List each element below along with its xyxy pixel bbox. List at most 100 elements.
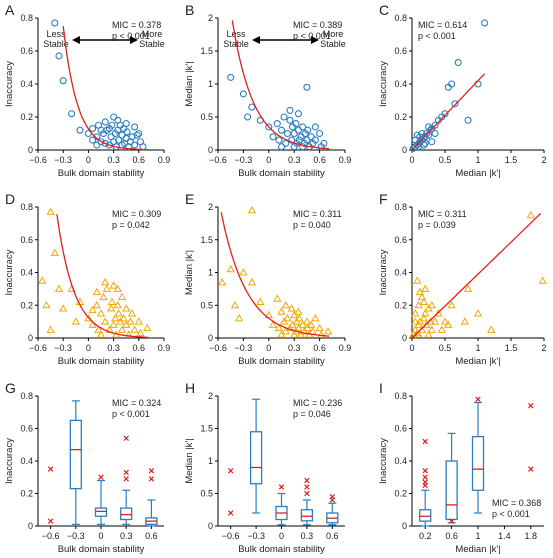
data-point xyxy=(413,276,422,284)
outlier xyxy=(422,468,428,474)
data-point xyxy=(244,113,252,121)
outlier xyxy=(98,474,104,480)
mic-label: MIC = 0.311 xyxy=(293,209,342,219)
outlier xyxy=(47,518,54,524)
data-point xyxy=(430,317,440,325)
data-point xyxy=(117,325,127,333)
p-value-label: p = 0.042 xyxy=(112,220,150,230)
x-tick-label: 0.6 xyxy=(313,343,326,353)
data-point xyxy=(268,320,278,328)
data-point xyxy=(133,131,141,139)
outlier xyxy=(422,482,428,489)
data-point xyxy=(109,320,118,328)
x-tick-label: −0.6 xyxy=(29,155,47,165)
data-point xyxy=(454,58,462,67)
data-point xyxy=(101,118,109,126)
data-point xyxy=(441,110,449,118)
data-point xyxy=(281,300,290,309)
fit-curve xyxy=(231,20,330,150)
p-value-label: p = 0.046 xyxy=(293,409,331,419)
y-tick-label: 1.5 xyxy=(200,46,213,56)
data-point xyxy=(269,133,277,141)
box xyxy=(419,509,432,522)
y-tick-label: 0.4 xyxy=(20,268,33,278)
y-tick-label: 1 xyxy=(208,456,213,466)
x-tick-label: −0.3 xyxy=(235,155,253,165)
panel-g: G −0.6 −0.3 0 0.3 0.6 0 0.2 0.4 0.6 0.8 Bulk domain… xyxy=(4,380,164,555)
box xyxy=(120,507,133,521)
mic-label: MIC = 0.368 xyxy=(492,498,541,508)
data-point xyxy=(92,287,101,296)
data-point xyxy=(84,314,93,322)
p-value-label: p < 0.001 xyxy=(112,31,150,41)
y-tick-label: 0.4 xyxy=(394,268,407,278)
data-point xyxy=(448,80,456,88)
x-tick-label: 0 xyxy=(266,343,271,353)
data-point xyxy=(428,138,436,146)
y-tick-label: 0.8 xyxy=(394,391,407,401)
data-point xyxy=(481,19,489,27)
data-point xyxy=(126,317,135,325)
x-tick-label: 0.3 xyxy=(107,155,120,165)
y-axis-label: Inaccuracy xyxy=(4,61,15,107)
x-tick-label: 0 xyxy=(266,155,271,165)
data-point xyxy=(431,121,439,129)
y-tick-label: 0.8 xyxy=(394,202,407,212)
fit-curve xyxy=(220,212,330,337)
box xyxy=(300,509,314,522)
fit-curve xyxy=(411,213,542,339)
data-point xyxy=(417,292,427,301)
data-point xyxy=(122,304,131,312)
data-point xyxy=(122,120,130,128)
y-tick-label: 2 xyxy=(208,391,213,401)
data-point xyxy=(239,268,248,276)
y-tick-label: 0.8 xyxy=(394,13,407,23)
outlier xyxy=(304,484,310,490)
arrow-label-right: More xyxy=(323,29,344,39)
data-point xyxy=(115,136,123,144)
data-point xyxy=(124,330,133,338)
data-point xyxy=(427,325,436,333)
panel-letter: F xyxy=(379,191,388,207)
y-tick-label: 0.6 xyxy=(394,424,407,434)
data-point xyxy=(420,141,428,149)
data-point xyxy=(440,317,450,325)
y-tick-label: 0 xyxy=(28,145,33,155)
x-tick-label: 0.6 xyxy=(326,531,339,541)
data-point xyxy=(247,205,257,214)
data-point xyxy=(273,120,281,128)
y-tick-label: 0.4 xyxy=(20,79,33,89)
outlier xyxy=(148,476,155,482)
data-point xyxy=(311,123,319,131)
outlier xyxy=(123,476,129,482)
data-point xyxy=(304,126,312,134)
x-tick-label: 0.6 xyxy=(133,155,146,165)
data-point xyxy=(275,136,283,144)
x-tick-label: −0.6 xyxy=(209,343,227,353)
x-tick-label: 0.6 xyxy=(313,155,326,165)
panel-letter: H xyxy=(185,380,195,396)
y-axis-label: Inaccuracy xyxy=(4,249,15,295)
y-tick-label: 0.2 xyxy=(20,112,33,122)
data-point xyxy=(110,113,118,121)
y-tick-label: 0 xyxy=(402,145,407,155)
outlier xyxy=(227,510,234,516)
outlier xyxy=(278,484,285,490)
data-point xyxy=(114,309,123,317)
x-tick-label: −0.3 xyxy=(247,531,265,541)
data-point xyxy=(46,325,55,333)
x-tick-label: 1 xyxy=(475,343,480,353)
x-tick-label: 2 xyxy=(541,155,546,165)
data-point xyxy=(119,314,128,322)
arrow-label-right: Stable xyxy=(320,39,346,49)
data-point xyxy=(68,110,76,118)
panel-a: A −0.6 −0.3 0 0.3 0.6 0.9 0 0.2 0.4 0.6 0.8 Bulk dom… xyxy=(4,2,170,179)
y-tick-label: 1 xyxy=(208,268,213,278)
outlier xyxy=(422,438,428,445)
y-tick-label: 0 xyxy=(208,333,213,343)
mic-label: MIC = 0.309 xyxy=(112,209,161,219)
data-point xyxy=(317,330,326,338)
data-point xyxy=(487,325,496,333)
x-tick-label: 0.6 xyxy=(145,531,158,541)
box xyxy=(94,507,108,517)
